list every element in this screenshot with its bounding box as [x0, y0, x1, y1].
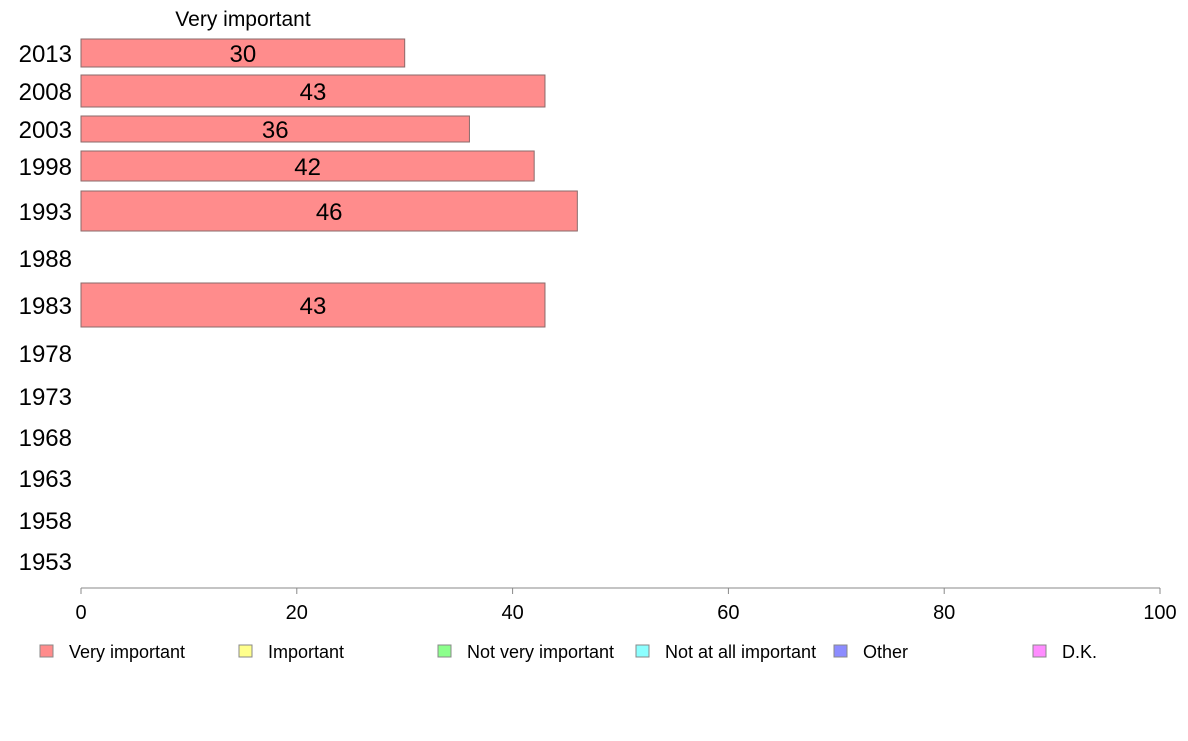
y-tick-label: 1963 [19, 466, 72, 493]
bar [80, 115, 470, 143]
x-tick-label: 40 [501, 602, 523, 624]
legend-swatch [39, 644, 54, 658]
legend-swatch [238, 644, 253, 658]
legend-item: Other [833, 642, 908, 662]
y-tick-label: 1978 [19, 341, 72, 368]
y-tick-label: 1973 [19, 384, 72, 411]
series-header: Very important [175, 8, 311, 31]
bar-value-label: 43 [300, 293, 327, 320]
bar-value-label: 46 [316, 199, 343, 226]
bar-value-label: 30 [229, 41, 256, 68]
y-tick-label: 1988 [19, 246, 72, 273]
x-tick-label: 100 [1143, 602, 1176, 624]
bar-value-label: 36 [262, 117, 289, 144]
bar [80, 150, 535, 182]
y-tick-label: 1958 [19, 508, 72, 535]
bar-value-label: 42 [294, 154, 321, 181]
legend-label: Not very important [467, 642, 614, 662]
y-tick-label: 1998 [19, 154, 72, 181]
bar [80, 190, 578, 232]
legend-label: Not at all important [665, 642, 816, 662]
legend-swatch [833, 644, 848, 658]
legend-label: D.K. [1062, 642, 1097, 662]
y-tick-label: 1953 [19, 549, 72, 576]
y-tick-label: 2003 [19, 117, 72, 144]
y-tick-label: 2013 [19, 41, 72, 68]
y-tick-label: 1983 [19, 293, 72, 320]
bar [80, 74, 546, 108]
bar [80, 38, 406, 68]
legend-label: Other [863, 642, 908, 662]
y-tick-label: 2008 [19, 79, 72, 106]
legend-swatch [437, 644, 452, 658]
y-tick-label: 1968 [19, 425, 72, 452]
legend-item: Very important [39, 642, 185, 662]
legend-item: Not at all important [635, 642, 816, 662]
legend-swatch [1032, 644, 1047, 658]
legend-item: Not very important [437, 642, 614, 662]
legend-swatch [635, 644, 650, 658]
x-tick-label: 60 [717, 602, 739, 624]
x-tick-label: 0 [75, 602, 86, 624]
x-tick-label: 80 [933, 602, 955, 624]
legend-label: Important [268, 642, 344, 662]
legend-item: Important [238, 642, 344, 662]
bar [80, 282, 546, 328]
y-tick-label: 1993 [19, 199, 72, 226]
legend-item: D.K. [1032, 642, 1097, 662]
legend-label: Very important [69, 642, 185, 662]
x-tick-label: 20 [286, 602, 308, 624]
bar-value-label: 43 [300, 79, 327, 106]
